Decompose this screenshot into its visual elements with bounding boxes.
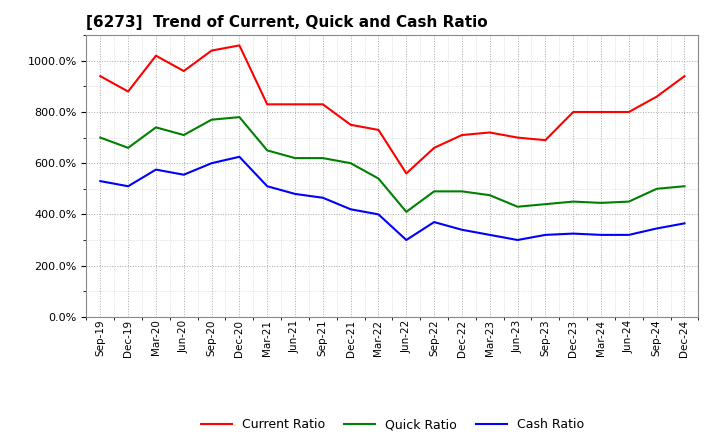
Current Ratio	[374, 127, 383, 132]
Current Ratio	[541, 138, 550, 143]
Current Ratio	[597, 110, 606, 115]
Current Ratio	[402, 171, 410, 176]
Current Ratio	[152, 53, 161, 59]
Cash Ratio	[569, 231, 577, 236]
Quick Ratio	[569, 199, 577, 204]
Quick Ratio	[458, 189, 467, 194]
Quick Ratio	[346, 161, 355, 166]
Cash Ratio	[318, 195, 327, 200]
Current Ratio	[513, 135, 522, 140]
Cash Ratio	[680, 221, 689, 226]
Quick Ratio	[680, 183, 689, 189]
Current Ratio	[430, 145, 438, 150]
Cash Ratio	[485, 232, 494, 238]
Cash Ratio	[430, 220, 438, 225]
Cash Ratio	[374, 212, 383, 217]
Quick Ratio	[485, 193, 494, 198]
Current Ratio	[96, 73, 104, 79]
Cash Ratio	[652, 226, 661, 231]
Cash Ratio	[96, 179, 104, 184]
Quick Ratio	[235, 114, 243, 120]
Current Ratio	[235, 43, 243, 48]
Current Ratio	[624, 110, 633, 115]
Current Ratio	[680, 73, 689, 79]
Cash Ratio	[152, 167, 161, 172]
Quick Ratio	[513, 204, 522, 209]
Cash Ratio	[179, 172, 188, 177]
Quick Ratio	[597, 200, 606, 205]
Quick Ratio	[291, 155, 300, 161]
Quick Ratio	[430, 189, 438, 194]
Current Ratio	[346, 122, 355, 128]
Cash Ratio	[263, 183, 271, 189]
Current Ratio	[458, 132, 467, 138]
Cash Ratio	[597, 232, 606, 238]
Quick Ratio	[652, 186, 661, 191]
Quick Ratio	[624, 199, 633, 204]
Quick Ratio	[124, 145, 132, 150]
Current Ratio	[291, 102, 300, 107]
Quick Ratio	[318, 155, 327, 161]
Cash Ratio	[207, 161, 216, 166]
Cash Ratio	[124, 183, 132, 189]
Quick Ratio	[96, 135, 104, 140]
Line: Current Ratio: Current Ratio	[100, 45, 685, 173]
Current Ratio	[569, 110, 577, 115]
Current Ratio	[124, 89, 132, 94]
Quick Ratio	[179, 132, 188, 138]
Legend: Current Ratio, Quick Ratio, Cash Ratio: Current Ratio, Quick Ratio, Cash Ratio	[196, 413, 589, 436]
Quick Ratio	[152, 125, 161, 130]
Line: Cash Ratio: Cash Ratio	[100, 157, 685, 240]
Cash Ratio	[458, 227, 467, 232]
Current Ratio	[652, 94, 661, 99]
Quick Ratio	[402, 209, 410, 214]
Cash Ratio	[513, 237, 522, 242]
Quick Ratio	[541, 202, 550, 207]
Text: [6273]  Trend of Current, Quick and Cash Ratio: [6273] Trend of Current, Quick and Cash …	[86, 15, 488, 30]
Line: Quick Ratio: Quick Ratio	[100, 117, 685, 212]
Cash Ratio	[541, 232, 550, 238]
Quick Ratio	[374, 176, 383, 181]
Cash Ratio	[624, 232, 633, 238]
Current Ratio	[207, 48, 216, 53]
Cash Ratio	[402, 237, 410, 242]
Current Ratio	[485, 130, 494, 135]
Current Ratio	[179, 68, 188, 73]
Cash Ratio	[291, 191, 300, 197]
Cash Ratio	[346, 207, 355, 212]
Quick Ratio	[207, 117, 216, 122]
Current Ratio	[263, 102, 271, 107]
Cash Ratio	[235, 154, 243, 159]
Current Ratio	[318, 102, 327, 107]
Quick Ratio	[263, 148, 271, 153]
